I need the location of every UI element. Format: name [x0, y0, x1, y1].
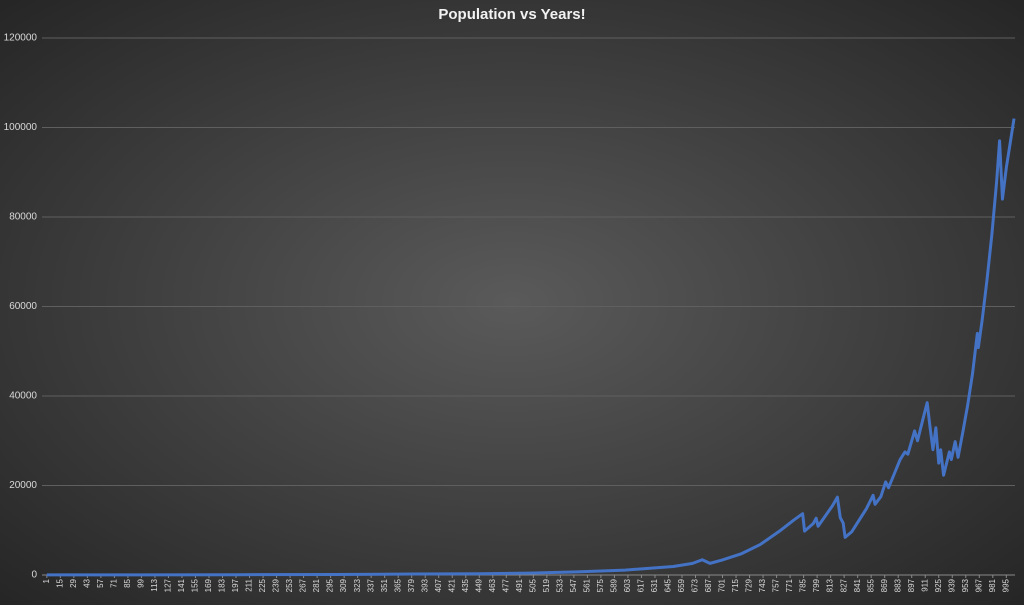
x-tick-label: 351 — [380, 578, 389, 592]
x-tick-label: 715 — [731, 578, 740, 592]
x-tick-label: 841 — [853, 578, 862, 592]
y-tick-label: 60000 — [9, 301, 37, 312]
x-tick-label: 99 — [137, 578, 146, 587]
x-tick-label: 365 — [393, 578, 402, 592]
x-tick-label: 883 — [893, 578, 902, 592]
x-tick-label: 953 — [961, 578, 970, 592]
x-tick-label: 281 — [312, 578, 321, 592]
x-tick-label: 197 — [231, 578, 240, 592]
x-tick-label: 1 — [42, 578, 51, 583]
x-tick-label: 813 — [826, 578, 835, 592]
x-tick-label: 15 — [55, 578, 64, 587]
x-tick-label: 43 — [82, 578, 91, 587]
x-tick-label: 29 — [69, 578, 78, 587]
x-tick-label: 729 — [745, 578, 754, 592]
x-tick-label: 183 — [218, 578, 227, 592]
x-tick-label: 211 — [245, 578, 254, 591]
x-tick-label: 155 — [191, 578, 200, 592]
x-tick-label: 477 — [501, 578, 510, 592]
x-tick-label: 113 — [150, 578, 159, 591]
x-tick-label: 869 — [880, 578, 889, 592]
x-tick-label: 225 — [258, 578, 267, 592]
x-tick-label: 687 — [704, 578, 713, 592]
y-tick-label: 100000 — [4, 122, 38, 133]
x-tick-label: 771 — [785, 578, 794, 592]
x-tick-label: 393 — [420, 578, 429, 592]
x-tick-label: 939 — [947, 578, 956, 592]
x-tick-label: 547 — [569, 578, 578, 592]
x-tick-label: 253 — [285, 578, 294, 592]
x-tick-label: 827 — [839, 578, 848, 592]
x-tick-label: 855 — [866, 578, 875, 592]
x-tick-label: 379 — [407, 578, 416, 592]
x-tick-label: 57 — [96, 578, 105, 587]
x-tick-label: 589 — [610, 578, 619, 592]
x-tick-label: 323 — [353, 578, 362, 592]
x-tick-label: 925 — [934, 578, 943, 592]
x-tick-label: 449 — [474, 578, 483, 592]
x-tick-label: 995 — [1001, 578, 1010, 592]
y-tick-label: 0 — [31, 570, 37, 581]
x-tick-label: 407 — [434, 578, 443, 592]
x-tick-label: 85 — [123, 578, 132, 587]
x-tick-label: 463 — [488, 578, 497, 592]
x-tick-label: 169 — [204, 578, 213, 592]
x-tick-label: 757 — [772, 578, 781, 592]
x-tick-label: 617 — [637, 578, 646, 592]
y-tick-label: 80000 — [9, 212, 37, 223]
x-tick-label: 911 — [920, 578, 929, 591]
x-tick-label: 631 — [650, 578, 659, 592]
x-tick-label: 799 — [812, 578, 821, 592]
x-tick-label: 743 — [758, 578, 767, 592]
x-tick-label: 673 — [691, 578, 700, 592]
x-tick-label: 785 — [799, 578, 808, 592]
x-tick-label: 603 — [623, 578, 632, 592]
x-tick-label: 295 — [326, 578, 335, 592]
data-line — [46, 118, 1016, 577]
y-tick-label: 20000 — [9, 480, 37, 491]
x-tick-label: 981 — [988, 578, 997, 592]
x-tick-label: 337 — [366, 578, 375, 592]
x-tick-label: 519 — [542, 578, 551, 592]
x-tick-label: 491 — [515, 578, 524, 592]
x-tick-label: 533 — [555, 578, 564, 592]
x-tick-label: 659 — [677, 578, 686, 592]
x-tick-label: 435 — [461, 578, 470, 592]
chart-title: Population vs Years! — [438, 6, 585, 23]
x-tick-label: 575 — [596, 578, 605, 592]
x-tick-label: 421 — [447, 578, 456, 592]
x-tick-label: 561 — [582, 578, 591, 592]
x-tick-label: 897 — [907, 578, 916, 592]
x-tick-label: 127 — [164, 578, 173, 592]
y-tick-label: 40000 — [9, 391, 37, 402]
x-tick-label: 141 — [177, 578, 186, 592]
x-tick-label: 267 — [299, 578, 308, 592]
y-tick-label: 120000 — [4, 33, 38, 44]
x-tick-label: 645 — [664, 578, 673, 592]
x-tick-label: 967 — [974, 578, 983, 592]
x-tick-label: 701 — [718, 578, 727, 592]
x-tick-label: 239 — [272, 578, 281, 592]
x-tick-label: 71 — [110, 578, 119, 587]
x-tick-label: 309 — [339, 578, 348, 592]
x-tick-label: 505 — [528, 578, 537, 592]
